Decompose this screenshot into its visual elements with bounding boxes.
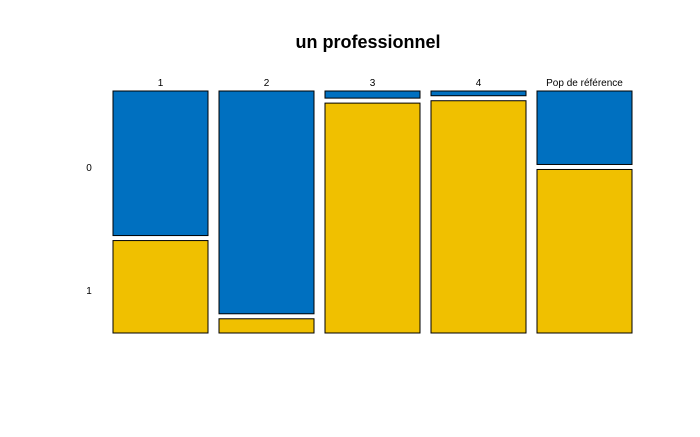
mosaic-tile — [536, 168, 633, 334]
row-label: 1 — [86, 286, 92, 297]
mosaic-tile — [112, 90, 209, 237]
mosaic-tiles — [112, 90, 633, 334]
mosaic-tile — [430, 100, 527, 334]
chart-title: un professionnel — [295, 32, 440, 52]
mosaic-tile — [430, 90, 527, 97]
column-label: 2 — [264, 78, 270, 89]
column-label: 1 — [158, 78, 164, 89]
row-label: 0 — [86, 163, 92, 174]
row-labels: 01 — [86, 163, 92, 297]
column-labels: 1 2 3 4 Pop de référence — [158, 78, 624, 89]
mosaic-tile — [218, 90, 315, 315]
column-label: Pop de référence — [546, 78, 623, 89]
column-label: 4 — [476, 78, 482, 89]
column-label: 3 — [370, 78, 376, 89]
mosaic-tile — [324, 102, 421, 334]
mosaic-tile — [218, 318, 315, 334]
mosaic-tile — [112, 240, 209, 334]
mosaic-tile — [324, 90, 421, 99]
mosaic-tile — [536, 90, 633, 165]
